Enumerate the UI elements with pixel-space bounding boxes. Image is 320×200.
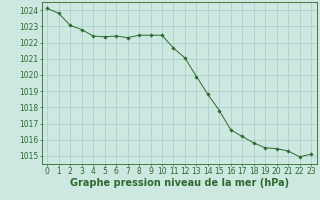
X-axis label: Graphe pression niveau de la mer (hPa): Graphe pression niveau de la mer (hPa) xyxy=(70,178,289,188)
